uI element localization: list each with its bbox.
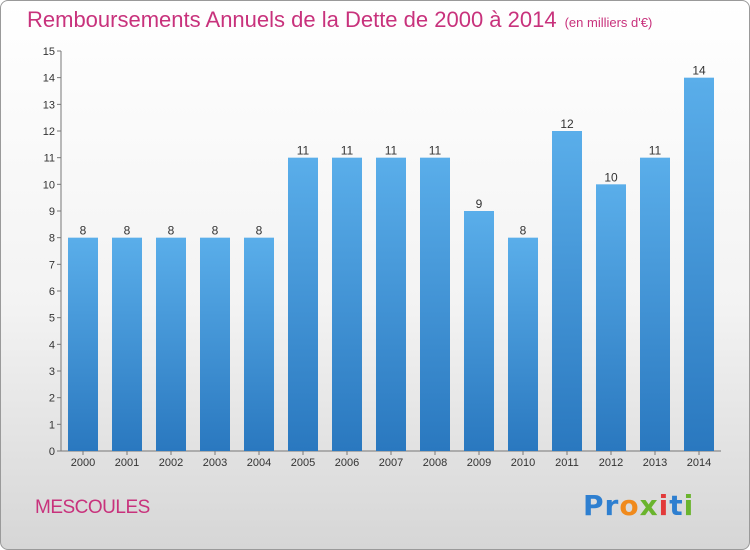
x-tick-label: 2006 [335,457,359,469]
commune-name: MESCOULES [35,497,150,518]
bar [552,131,582,451]
x-tick-label: 2008 [423,457,447,469]
y-tick-label: 8 [49,233,55,245]
bar [200,237,230,451]
y-tick-label: 6 [49,286,55,298]
x-tick-label: 2002 [159,457,183,469]
y-tick-label: 9 [49,206,55,218]
y-tick-label: 13 [43,99,55,111]
bar-value-label: 12 [560,117,574,131]
bar-value-label: 11 [297,144,310,158]
x-tick-label: 2013 [643,457,667,469]
x-tick-label: 2011 [555,457,579,469]
y-tick-label: 4 [49,339,55,351]
x-tick-label: 2009 [467,457,491,469]
y-tick-label: 11 [44,153,55,165]
bar [376,157,406,451]
bar-value-label: 11 [649,144,662,158]
x-tick-label: 2003 [203,457,227,469]
y-tick-label: 15 [43,46,55,58]
bar-value-label: 9 [476,197,483,211]
bar-value-label: 11 [385,144,398,158]
bar-value-label: 8 [124,224,131,238]
bar-value-label: 8 [520,224,527,238]
bar [112,237,142,451]
y-tick-label: 1 [49,419,55,431]
bar-value-label: 8 [212,224,219,238]
x-tick-label: 2007 [379,457,403,469]
x-tick-label: 2001 [115,457,139,469]
bar-value-label: 10 [604,170,618,184]
x-tick-label: 2014 [687,457,711,469]
bar-value-label: 11 [429,144,442,158]
x-tick-label: 2004 [247,457,271,469]
bar [288,157,318,451]
bar [508,237,538,451]
x-tick-label: 2000 [71,457,95,469]
x-tick-label: 2010 [511,457,535,469]
bar [332,157,362,451]
chart-title-text: Remboursements Annuels de la Dette de 20… [27,7,557,32]
bar [68,237,98,451]
y-tick-label: 7 [49,259,55,271]
y-tick-label: 2 [49,393,55,405]
y-tick-label: 5 [49,313,55,325]
bar [596,184,626,452]
y-tick-label: 12 [43,126,55,138]
bar [156,237,186,451]
x-tick-label: 2005 [291,457,315,469]
y-tick-label: 14 [43,73,55,85]
x-tick-label: 2012 [599,457,623,469]
unit-note: (en milliers d'€) [564,15,653,30]
chart-title: Remboursements Annuels de la Dette de 20… [27,7,652,33]
y-tick-label: 10 [43,179,55,191]
bar [420,157,450,451]
bar [684,77,714,452]
bar-value-label: 8 [168,224,175,238]
bar-value-label: 8 [80,224,87,238]
bar-value-label: 14 [692,64,706,78]
bar [244,237,274,451]
y-tick-label: 0 [49,446,55,458]
bar-value-label: 8 [256,224,263,238]
y-tick-label: 3 [49,366,55,378]
bar [464,211,494,451]
bar-value-label: 11 [341,144,354,158]
proxiti-logo: Proxiti [583,489,695,522]
bar [640,157,670,451]
